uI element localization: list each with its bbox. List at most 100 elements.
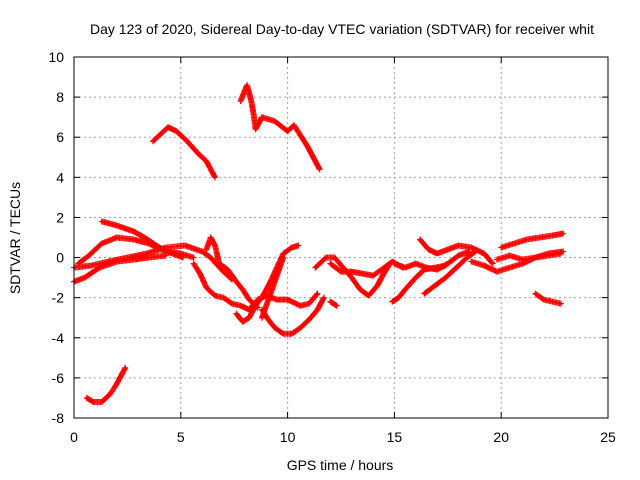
- data-point: [433, 284, 437, 287]
- data-point: [282, 332, 285, 335]
- data-point: [414, 276, 417, 279]
- data-point: [247, 298, 251, 301]
- data-point: [143, 236, 146, 239]
- data-point: [316, 292, 319, 295]
- data-point: [457, 244, 460, 247]
- series-track-o: [327, 298, 340, 309]
- data-point: [220, 268, 223, 271]
- data-point: [542, 298, 546, 301]
- data-point: [561, 232, 565, 235]
- data-point: [282, 252, 285, 255]
- series-track-i: [203, 234, 261, 311]
- data-point: [482, 264, 486, 267]
- data-point: [235, 312, 238, 315]
- data-point: [350, 270, 353, 273]
- data-point: [239, 99, 242, 103]
- marker-cloud: [258, 254, 287, 321]
- data-point: [457, 254, 460, 257]
- data-point: [269, 292, 272, 295]
- data-point: [89, 264, 93, 267]
- data-point: [145, 252, 148, 255]
- data-point: [391, 260, 394, 263]
- y-tick-label: -4: [52, 330, 65, 346]
- data-point: [534, 256, 537, 259]
- x-tick-label: 5: [177, 429, 185, 445]
- data-point: [106, 260, 110, 263]
- data-point: [329, 300, 332, 303]
- data-point: [85, 396, 89, 400]
- marker-cloud: [498, 230, 567, 251]
- data-point: [213, 176, 217, 179]
- data-point: [269, 280, 272, 283]
- data-markers: [71, 82, 567, 405]
- data-point: [299, 326, 302, 329]
- data-point: [230, 302, 234, 305]
- series-track-j: [233, 242, 302, 325]
- y-axis-label: SDTVAR / TECUs: [7, 182, 23, 294]
- data-point: [109, 392, 112, 396]
- data-point: [423, 292, 426, 295]
- data-point: [98, 266, 101, 269]
- data-point: [495, 258, 499, 261]
- data-point: [205, 286, 208, 289]
- data-point: [218, 262, 221, 265]
- data-point: [175, 130, 178, 133]
- data-point: [164, 246, 168, 249]
- data-point: [446, 248, 449, 251]
- series-track-k: [258, 294, 327, 337]
- data-point: [299, 304, 302, 307]
- x-tick-label: 15: [387, 429, 403, 445]
- series-track-q: [389, 262, 449, 305]
- series-track-w: [532, 290, 565, 307]
- data-point: [329, 262, 332, 265]
- marker-cloud: [312, 254, 394, 299]
- data-point: [491, 262, 494, 265]
- data-point: [521, 262, 524, 265]
- data-point: [324, 256, 328, 259]
- data-point: [158, 134, 161, 137]
- data-point: [183, 244, 187, 247]
- marker-cloud: [150, 124, 218, 181]
- marker-cloud: [203, 234, 261, 311]
- data-point: [551, 234, 554, 237]
- series-track-b: [150, 124, 218, 181]
- data-point: [470, 246, 473, 249]
- data-point: [196, 152, 200, 155]
- y-tick-label: 10: [48, 49, 64, 65]
- marker-cloud: [327, 298, 340, 309]
- data-point: [465, 256, 469, 259]
- series-track-v: [498, 230, 567, 251]
- data-point: [277, 268, 281, 271]
- data-point: [500, 246, 503, 249]
- data-point: [322, 296, 326, 299]
- x-tick-label: 10: [280, 429, 296, 445]
- data-point: [470, 260, 473, 263]
- data-point: [380, 268, 383, 271]
- data-point: [382, 272, 385, 275]
- data-point: [164, 250, 168, 253]
- data-point: [100, 220, 103, 223]
- data-point: [551, 300, 554, 303]
- data-point: [305, 144, 309, 147]
- data-point: [299, 134, 302, 137]
- data-point: [376, 284, 379, 287]
- data-point: [273, 326, 276, 329]
- data-point: [100, 400, 103, 404]
- y-tick-label: -8: [52, 410, 65, 426]
- x-tick-label: 20: [493, 429, 509, 445]
- data-point: [247, 308, 251, 311]
- data-point: [393, 262, 396, 265]
- data-point: [559, 302, 563, 305]
- data-point: [192, 256, 195, 259]
- series-track-n: [327, 258, 406, 279]
- data-point: [397, 296, 400, 299]
- data-point: [312, 156, 315, 159]
- data-point: [115, 382, 118, 386]
- series-track-a: [83, 364, 129, 405]
- marker-cloud: [237, 82, 323, 173]
- data-point: [446, 262, 449, 265]
- data-point: [403, 266, 407, 269]
- data-point: [339, 270, 343, 273]
- data-point: [252, 111, 255, 115]
